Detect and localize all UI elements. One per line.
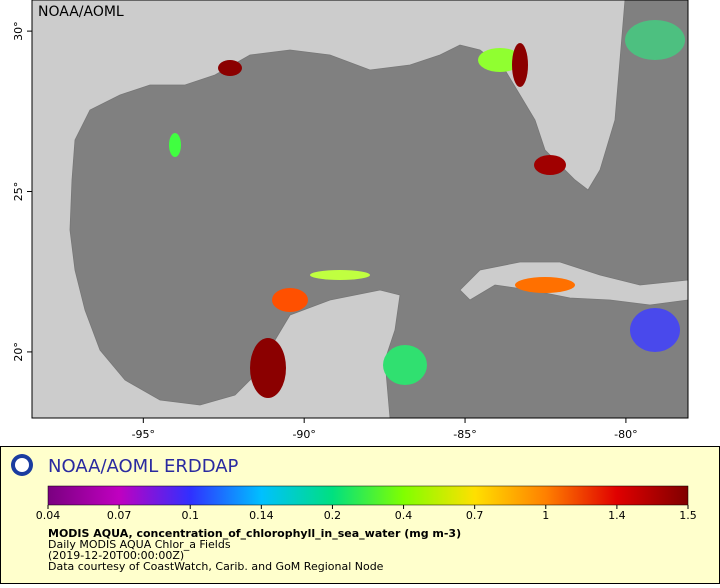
- map: NOAA/AOML: [31, 0, 689, 419]
- colorbar-tick-label: 1.5: [679, 509, 697, 522]
- chlorophyll-patch: [310, 270, 370, 280]
- lat-tick-label: 30°: [12, 21, 25, 41]
- dataset-label: Daily MODIS AQUA Chlor_a Fields: [48, 538, 231, 551]
- chlorophyll-patch: [478, 48, 522, 72]
- credit-label: Data courtesy of CoastWatch, Carib. and …: [48, 560, 384, 573]
- colorbar-tick-label: 1: [542, 509, 549, 522]
- map-frame: [31, 0, 689, 419]
- lon-tick-label: -90°: [292, 428, 315, 441]
- chlorophyll-patch: [625, 20, 685, 60]
- colorbar-tick-label: 0.7: [466, 509, 484, 522]
- lat-tick-label: 20°: [12, 342, 25, 362]
- chlorophyll-patch: [512, 43, 528, 87]
- chlorophyll-patch: [218, 60, 242, 76]
- chlorophyll-patch: [630, 308, 680, 352]
- chlorophyll-patch: [272, 288, 308, 312]
- colorbar-tick-label: 0.14: [249, 509, 274, 522]
- chlorophyll-patches: [169, 20, 685, 398]
- colorbar: [47, 485, 689, 506]
- watermark: NOAA/AOML: [38, 4, 124, 20]
- legend-title: NOAA/AOML ERDDAP: [48, 456, 239, 477]
- colorbar-tick-label: 0.04: [36, 509, 61, 522]
- variable-label: MODIS AQUA, concentration_of_chlorophyll…: [48, 527, 461, 540]
- time-label: (2019-12-20T00:00:00Z): [48, 549, 184, 562]
- lon-tick-label: -95°: [132, 428, 155, 441]
- chlorophyll-patch: [250, 338, 286, 398]
- colorbar-tick-label: 0.1: [181, 509, 199, 522]
- colorbar-tick-label: 0.2: [324, 509, 342, 522]
- legend-panel: [0, 446, 720, 584]
- lon-tick-label: -85°: [453, 428, 476, 441]
- lat-tick-label: 25°: [12, 182, 25, 202]
- chlorophyll-patch: [534, 155, 566, 175]
- colorbar-tick-label: 0.07: [107, 509, 132, 522]
- chlorophyll-patch: [515, 277, 575, 293]
- colorbar-tick-label: 1.4: [608, 509, 626, 522]
- lon-tick-label: -80°: [614, 428, 637, 441]
- colorbar-tick-label: 0.4: [395, 509, 413, 522]
- chlorophyll-patch: [383, 345, 427, 385]
- noaa-logo-inner: [15, 458, 29, 472]
- chlorophyll-patch: [169, 133, 181, 157]
